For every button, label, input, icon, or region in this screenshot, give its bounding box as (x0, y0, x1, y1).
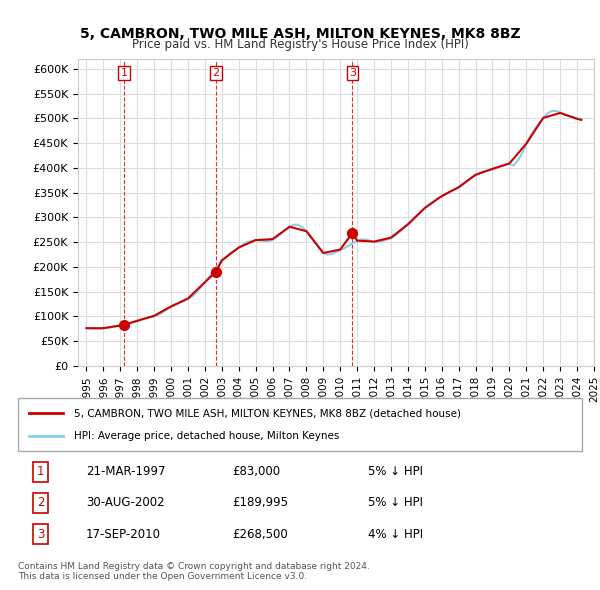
Text: 1: 1 (37, 466, 44, 478)
Text: HPI: Average price, detached house, Milton Keynes: HPI: Average price, detached house, Milt… (74, 431, 340, 441)
Text: 5, CAMBRON, TWO MILE ASH, MILTON KEYNES, MK8 8BZ (detached house): 5, CAMBRON, TWO MILE ASH, MILTON KEYNES,… (74, 408, 461, 418)
Text: 2: 2 (212, 68, 220, 78)
Text: 5% ↓ HPI: 5% ↓ HPI (368, 466, 422, 478)
Text: 30-AUG-2002: 30-AUG-2002 (86, 496, 164, 510)
Text: £83,000: £83,000 (232, 466, 280, 478)
Text: 17-SEP-2010: 17-SEP-2010 (86, 527, 161, 540)
Text: Price paid vs. HM Land Registry's House Price Index (HPI): Price paid vs. HM Land Registry's House … (131, 38, 469, 51)
Text: 5% ↓ HPI: 5% ↓ HPI (368, 496, 422, 510)
Text: £268,500: £268,500 (232, 527, 288, 540)
Text: 4% ↓ HPI: 4% ↓ HPI (368, 527, 423, 540)
Text: 3: 3 (349, 68, 356, 78)
Text: 21-MAR-1997: 21-MAR-1997 (86, 466, 165, 478)
Text: 3: 3 (37, 527, 44, 540)
Text: £189,995: £189,995 (232, 496, 289, 510)
Text: This data is licensed under the Open Government Licence v3.0.: This data is licensed under the Open Gov… (18, 572, 307, 581)
Text: 2: 2 (37, 496, 44, 510)
Text: 5, CAMBRON, TWO MILE ASH, MILTON KEYNES, MK8 8BZ: 5, CAMBRON, TWO MILE ASH, MILTON KEYNES,… (80, 27, 520, 41)
FancyBboxPatch shape (18, 398, 582, 451)
Text: Contains HM Land Registry data © Crown copyright and database right 2024.: Contains HM Land Registry data © Crown c… (18, 562, 370, 571)
Text: 1: 1 (121, 68, 128, 78)
